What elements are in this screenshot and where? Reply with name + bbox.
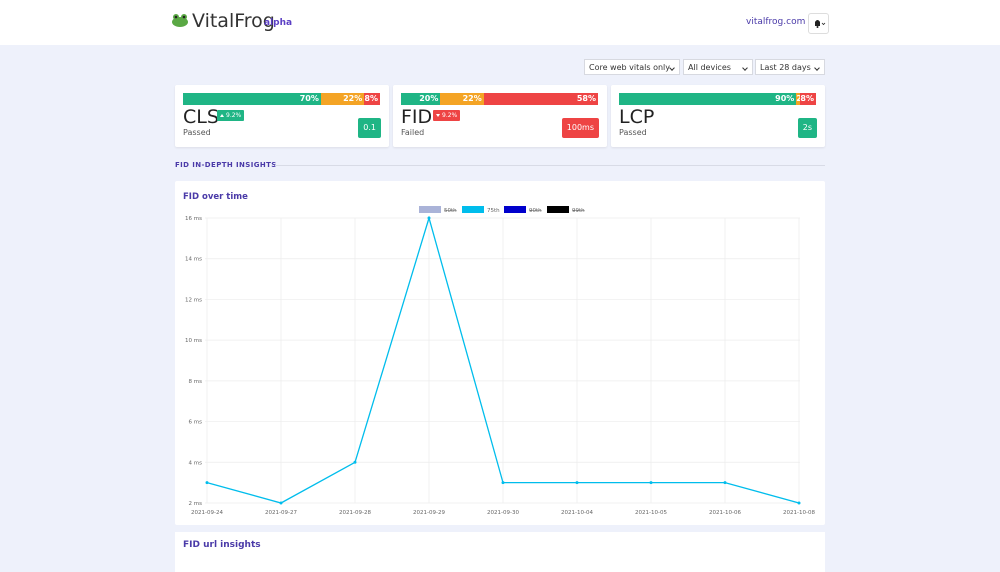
- header: VitalFrog alpha vitalfrog.com: [0, 0, 1000, 45]
- data-point: [427, 216, 431, 220]
- y-tick-label: 2 ms: [189, 501, 203, 507]
- filter-select[interactable]: Core web vitals only: [584, 59, 680, 75]
- page: VitalFrog alpha vitalfrog.com Core web v…: [0, 0, 1000, 553]
- chart-title: FID over time: [183, 192, 248, 202]
- x-tick-label: 2021-09-27: [265, 510, 297, 516]
- distribution-segment: 22%: [320, 93, 365, 105]
- x-tick-label: 2021-09-30: [487, 510, 519, 516]
- change-value: 9.2%: [226, 112, 242, 119]
- notification-button[interactable]: [808, 13, 829, 34]
- x-tick-label: 2021-10-05: [635, 510, 667, 516]
- chart-card: FID over time 2 ms 4 ms 6 ms 8 ms 10 ms 12 ms…: [175, 181, 825, 525]
- status: Passed: [619, 128, 647, 137]
- distribution-bar: 90% 2 8%: [619, 93, 816, 105]
- brand-tag: alpha: [264, 18, 293, 28]
- distribution-segment: 20%: [401, 93, 441, 105]
- data-point: [723, 481, 727, 485]
- data-point: [649, 481, 653, 485]
- value-badge: 100ms: [561, 118, 599, 138]
- change-badge: 9.2%: [433, 110, 461, 121]
- distribution-segment: 58%: [483, 93, 598, 105]
- y-tick-label: 4 ms: [189, 460, 203, 466]
- section-rule: [275, 165, 825, 166]
- x-tick-label: 2021-10-04: [561, 510, 593, 516]
- x-tick-label: 2021-09-28: [339, 510, 371, 516]
- data-point: [797, 501, 801, 505]
- x-tick-label: 2021-09-29: [413, 510, 445, 516]
- change-arrow: [220, 114, 224, 117]
- site-link[interactable]: vitalfrog.com: [746, 17, 806, 27]
- data-point: [575, 481, 579, 485]
- distribution-bar: 20% 22% 58%: [401, 93, 598, 105]
- legend-swatch: [462, 206, 484, 213]
- y-tick-label: 16 ms: [185, 216, 202, 222]
- distribution-segment: 22%: [440, 93, 484, 105]
- distribution-segment: 90%: [619, 93, 797, 105]
- section-title: FID IN-DEPTH INSIGHTS: [175, 161, 277, 169]
- distribution-segment: 2: [796, 93, 801, 105]
- logo-icon: [172, 14, 188, 27]
- y-tick-label: 10 ms: [185, 338, 202, 344]
- y-tick-label: 14 ms: [185, 257, 202, 263]
- value-badge: 2s: [797, 118, 817, 138]
- metric-name: CLS: [183, 106, 219, 128]
- chart: FID over time 2 ms 4 ms 6 ms 8 ms 10 ms 12 ms…: [183, 192, 815, 516]
- legend-swatch: [419, 206, 441, 213]
- data-point: [501, 481, 505, 485]
- segment-label: 8%: [364, 94, 378, 103]
- card-title: FID url insights: [183, 540, 261, 550]
- status: Passed: [183, 128, 211, 137]
- distribution-segment: 8%: [800, 93, 816, 105]
- legend-swatch: [547, 206, 569, 213]
- data-point: [205, 481, 209, 485]
- segment-label: 58%: [576, 94, 596, 103]
- legend-label: 90th: [529, 208, 542, 214]
- data-point: [279, 501, 283, 505]
- bell-icon: [815, 20, 826, 28]
- filter-select[interactable]: All devices: [683, 59, 753, 75]
- y-tick-label: 8 ms: [189, 379, 203, 385]
- segment-label: 70%: [299, 94, 319, 103]
- distribution-bar: 70% 22% 8%: [183, 93, 380, 105]
- distribution-segment: 70%: [183, 93, 321, 105]
- change-badge: 9.2%: [217, 110, 245, 121]
- value-badge: 0.1: [358, 118, 381, 138]
- segment-label: 20%: [419, 94, 439, 103]
- change-value: 9.2%: [442, 112, 458, 119]
- filter-select[interactable]: Last 28 days: [755, 59, 825, 75]
- distribution-segment: 8%: [364, 93, 380, 105]
- metric-card: 70% 22% 8% CLS 9.2% Passed 0.1: [175, 85, 389, 147]
- x-tick-label: 2021-09-24: [191, 510, 223, 516]
- segment-label: 22%: [343, 94, 363, 103]
- metric-name: FID: [401, 106, 433, 128]
- segment-label: 90%: [775, 94, 795, 103]
- brand[interactable]: VitalFrog: [192, 10, 275, 32]
- legend-label: 99th: [572, 208, 585, 214]
- status: Failed: [401, 128, 425, 137]
- segment-label: 22%: [462, 94, 482, 103]
- data-point: [353, 460, 357, 464]
- legend-label: 75th: [487, 208, 500, 214]
- y-tick-label: 6 ms: [189, 420, 203, 426]
- metric-card: 20% 22% 58% FID 9.2% Failed 100ms: [393, 85, 607, 147]
- segment-label: 8%: [800, 94, 814, 103]
- change-arrow: [436, 114, 440, 117]
- legend-swatch: [504, 206, 526, 213]
- x-tick-label: 2021-10-06: [709, 510, 741, 516]
- url-insights-card: FID url insights: [175, 532, 825, 572]
- metric-card: 90% 2 8% LCP Passed 2s: [611, 85, 825, 147]
- x-tick-label: 2021-10-08: [783, 510, 815, 516]
- segment-label: 2: [796, 94, 801, 103]
- legend-label: 50th: [444, 208, 457, 214]
- metric-name: LCP: [619, 106, 655, 128]
- y-tick-label: 12 ms: [185, 297, 202, 303]
